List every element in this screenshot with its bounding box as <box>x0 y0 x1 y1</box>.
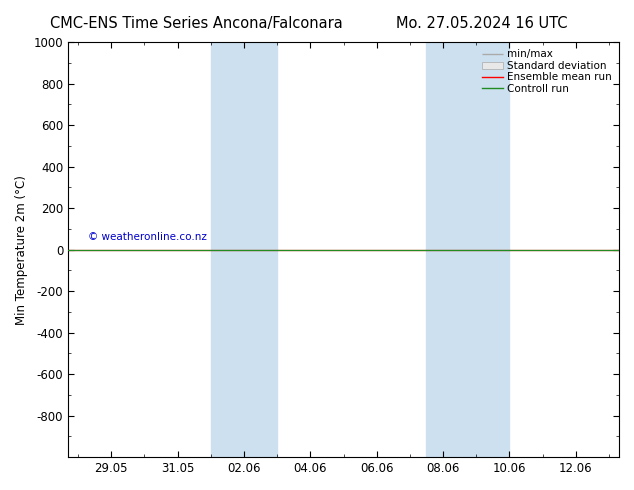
Bar <box>427 42 510 457</box>
Text: © weatheronline.co.nz: © weatheronline.co.nz <box>88 232 207 242</box>
Text: Mo. 27.05.2024 16 UTC: Mo. 27.05.2024 16 UTC <box>396 16 567 31</box>
Y-axis label: Min Temperature 2m (°C): Min Temperature 2m (°C) <box>15 174 28 324</box>
Bar <box>210 42 277 457</box>
Legend: min/max, Standard deviation, Ensemble mean run, Controll run: min/max, Standard deviation, Ensemble me… <box>480 47 614 96</box>
Text: CMC-ENS Time Series Ancona/Falconara: CMC-ENS Time Series Ancona/Falconara <box>50 16 343 31</box>
